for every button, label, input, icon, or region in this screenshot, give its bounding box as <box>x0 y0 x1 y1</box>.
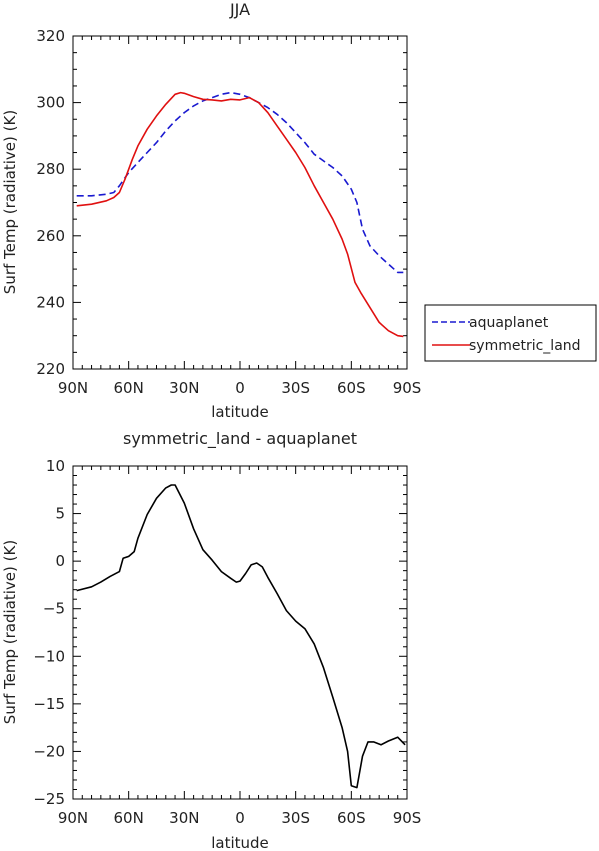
bottom-panel: symmetric_land - aquaplanet latitude Sur… <box>1 429 421 851</box>
bottom-y-tick-label: −5 <box>43 600 65 618</box>
legend: aquaplanet symmetric_land <box>424 304 597 362</box>
bottom-series-line-0 <box>76 484 406 789</box>
top-y-tick-label: 280 <box>36 160 65 178</box>
bottom-ylabel: Surf Temp (radiative) (K) <box>1 540 19 724</box>
bottom-y-tick-label: −20 <box>33 742 65 760</box>
bottom-x-tick-label: 30S <box>281 809 310 827</box>
bottom-x-tick-label: 90N <box>58 809 88 827</box>
top-ylabel: Surf Temp (radiative) (K) <box>1 110 19 294</box>
bottom-series-lines <box>76 484 406 789</box>
top-series-lines <box>76 91 404 338</box>
top-y-tick-label: 220 <box>36 360 65 378</box>
top-x-tick-label: 60S <box>337 379 366 397</box>
top-title: JJA <box>229 0 250 19</box>
top-x-tick-label: 30N <box>169 379 199 397</box>
bottom-x-tick-label: 60S <box>337 809 366 827</box>
top-x-tick-label: 0 <box>235 379 245 397</box>
bottom-y-tick-label: −10 <box>33 647 65 665</box>
top-y-tick-label: 300 <box>36 94 65 112</box>
bottom-y-tick-label: 5 <box>55 505 65 523</box>
top-y-tick-label: 320 <box>36 27 65 45</box>
top-y-tick-label: 240 <box>36 293 65 311</box>
top-panel: JJA latitude Surf Temp (radiative) (K) 9… <box>1 0 421 421</box>
bottom-xlabel: latitude <box>211 834 269 851</box>
legend-label-aquaplanet: aquaplanet <box>469 315 549 331</box>
bottom-x-tick-label: 30N <box>169 809 199 827</box>
legend-box <box>424 304 597 362</box>
top-xlabel: latitude <box>211 403 269 421</box>
top-series-line-0 <box>76 91 404 274</box>
top-series-line-1 <box>76 91 404 338</box>
top-x-tick-label: 30S <box>281 379 310 397</box>
top-y-tick-label: 260 <box>36 227 65 245</box>
bottom-ticks: 90N 60N 30N 0 30S 60S 90S −25 −20 −15 −10 −5 0 5 10 <box>33 457 421 827</box>
top-x-tick-label: 90S <box>393 379 422 397</box>
bottom-y-tick-label: 0 <box>55 552 65 570</box>
top-ticks: 90N 60N 30N 0 30S 60S 90S 220 240 260 280 300 320 <box>36 27 421 397</box>
top-x-tick-label: 60N <box>114 379 144 397</box>
legend-label-symmetric-land: symmetric_land <box>469 338 581 354</box>
bottom-y-tick-label: −15 <box>33 695 65 713</box>
bottom-title: symmetric_land - aquaplanet <box>123 429 357 449</box>
top-x-tick-label: 90N <box>58 379 88 397</box>
bottom-x-tick-label: 90S <box>393 809 422 827</box>
bottom-x-tick-label: 60N <box>114 809 144 827</box>
bottom-plot-frame <box>72 465 408 800</box>
bottom-y-tick-label: 10 <box>46 457 65 475</box>
top-plot-frame <box>72 35 408 370</box>
bottom-y-tick-label: −25 <box>33 790 65 808</box>
bottom-x-tick-label: 0 <box>235 809 245 827</box>
